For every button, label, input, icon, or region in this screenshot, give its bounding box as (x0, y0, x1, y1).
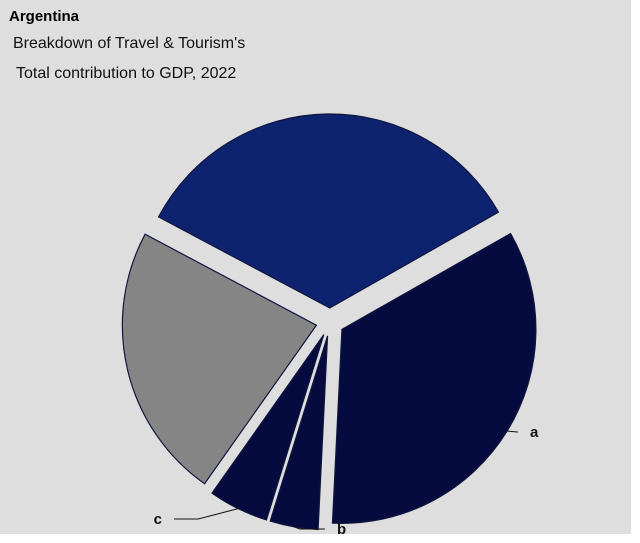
subtitle-line-2: Total contribution to GDP, 2022 (16, 65, 237, 82)
slice-label-a: a (530, 424, 539, 441)
chart-title: Argentina (9, 8, 80, 25)
leader-line-c (174, 508, 239, 520)
slice-label-c: c (154, 511, 162, 528)
slice-label-b: b (337, 521, 346, 538)
pie-slice-0 (157, 113, 500, 309)
pie-slice-a (331, 232, 537, 524)
pie-slice-c (211, 334, 325, 521)
chart-subtitle: Breakdown of Travel & Tourism's Total co… (13, 29, 413, 89)
pie-slice-b (269, 335, 329, 531)
leader-line-a (507, 430, 518, 433)
leader-line-b (293, 526, 325, 530)
pie-slice-4 (121, 233, 318, 485)
subtitle-line-1: Breakdown of Travel & Tourism's (13, 35, 246, 52)
